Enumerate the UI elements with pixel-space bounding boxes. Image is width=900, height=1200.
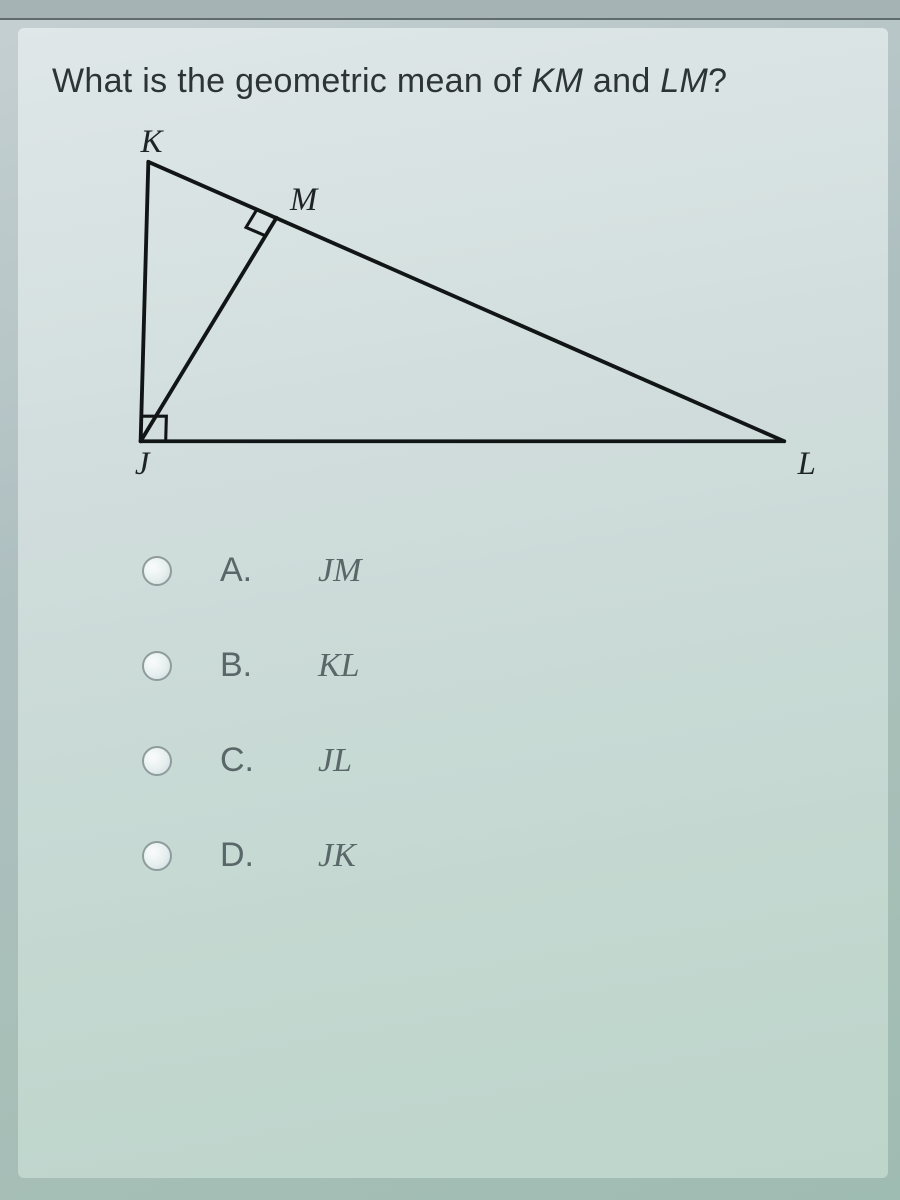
svg-text:M: M [289, 182, 319, 218]
svg-text:L: L [797, 446, 816, 482]
choice-d[interactable]: D. JK [142, 836, 854, 875]
choice-c[interactable]: C. JL [142, 741, 854, 780]
choice-text: JM [318, 552, 361, 590]
question-segment-1: KM [532, 62, 584, 100]
radio-icon[interactable] [142, 651, 172, 681]
answer-choices: A. JM B. KL C. JL D. JK [52, 551, 854, 875]
radio-icon[interactable] [142, 841, 172, 871]
window-chrome-strip [0, 0, 900, 20]
radio-icon[interactable] [142, 746, 172, 776]
question-suffix: ? [708, 62, 727, 100]
choice-letter: A. [220, 551, 270, 590]
question-card: What is the geometric mean of KM and LM?… [18, 28, 888, 1178]
choice-a[interactable]: A. JM [142, 551, 854, 590]
question-segment-2: LM [660, 62, 708, 100]
radio-icon[interactable] [142, 556, 172, 586]
triangle-diagram: K J L M [52, 121, 842, 511]
choice-b[interactable]: B. KL [142, 646, 854, 685]
triangle-svg: K J L M [52, 121, 842, 511]
svg-text:K: K [140, 124, 165, 160]
choice-text: JL [318, 742, 352, 780]
choice-text: KL [318, 647, 360, 685]
choice-text: JK [318, 837, 356, 875]
question-text: What is the geometric mean of KM and LM? [52, 62, 854, 101]
question-mid: and [583, 62, 660, 100]
svg-text:J: J [135, 446, 151, 482]
question-prefix: What is the geometric mean of [52, 62, 532, 100]
choice-letter: C. [220, 741, 270, 780]
choice-letter: B. [220, 646, 270, 685]
choice-letter: D. [220, 836, 270, 875]
